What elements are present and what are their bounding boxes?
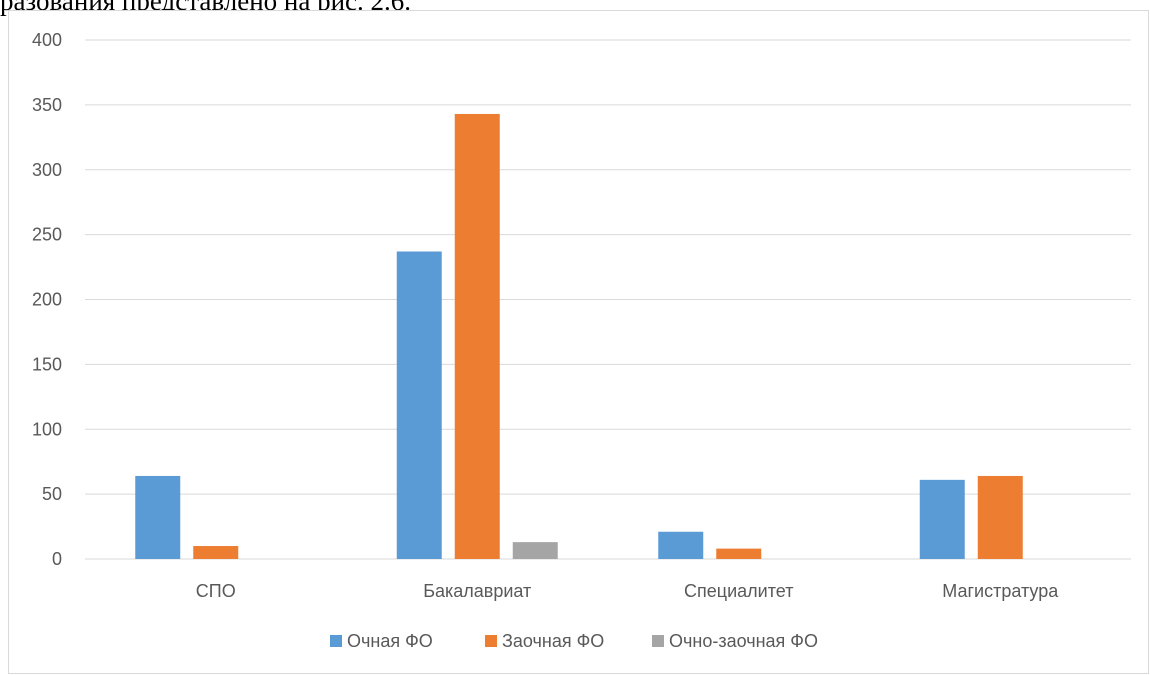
legend-swatch <box>485 635 497 647</box>
y-tick-label: 350 <box>32 95 62 115</box>
y-tick-label: 0 <box>52 549 62 569</box>
bar-2-3 <box>716 548 762 559</box>
chart-frame <box>8 10 1149 674</box>
x-tick-label: Бакалавриат <box>423 581 531 601</box>
bar-2-1 <box>193 546 239 559</box>
y-tick-label: 250 <box>32 225 62 245</box>
x-axis-ticks: СПО Бакалавриат Специалитет Магистратура <box>196 581 1059 601</box>
legend-label: Очная ФО <box>347 631 433 651</box>
legend-label: Очно-заочная ФО <box>669 631 818 651</box>
legend-swatch <box>652 635 664 647</box>
bar-1-1 <box>135 475 181 559</box>
y-tick-label: 150 <box>32 354 62 374</box>
x-tick-label: Специалитет <box>684 581 793 601</box>
y-tick-label: 100 <box>32 419 62 439</box>
bar-3-2 <box>512 542 558 559</box>
x-tick-label: СПО <box>196 581 236 601</box>
bars <box>135 113 1023 560</box>
bar-2-2 <box>454 113 500 560</box>
bar-1-4 <box>919 479 965 559</box>
x-tick-label: Магистратура <box>942 581 1059 601</box>
legend: Очная ФО Заочная ФО Очно-заочная ФО <box>330 631 818 651</box>
legend-swatch <box>330 635 342 647</box>
bar-1-2 <box>396 251 442 559</box>
y-axis-ticks: 0 50 100 150 200 250 300 350 400 <box>32 30 62 569</box>
bar-1-3 <box>658 531 704 559</box>
y-tick-label: 300 <box>32 160 62 180</box>
legend-label: Заочная ФО <box>502 631 604 651</box>
gridlines <box>85 39 1131 560</box>
bar-2-4 <box>977 475 1023 559</box>
y-tick-label: 50 <box>42 484 62 504</box>
y-tick-label: 400 <box>32 30 62 50</box>
y-tick-label: 200 <box>32 290 62 310</box>
